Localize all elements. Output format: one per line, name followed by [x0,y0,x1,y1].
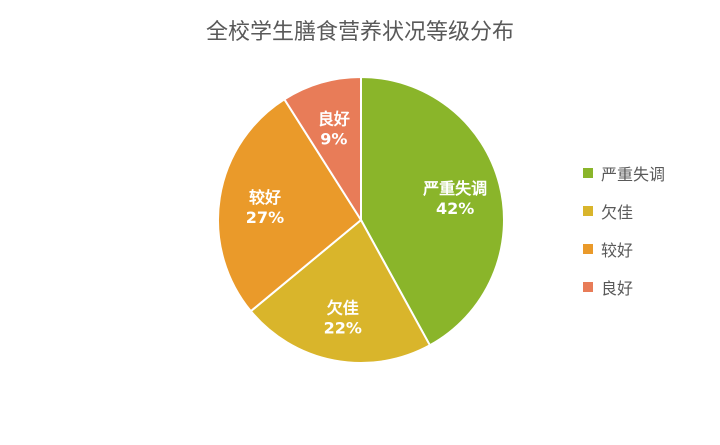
legend-label: 严重失调 [601,165,666,184]
legend-swatch [583,244,593,254]
legend-swatch [583,282,593,292]
legend-item: 良好 [583,268,665,306]
slice-category-label: 较好 [249,188,281,207]
slice-value-label: 9% [320,130,347,149]
legend-swatch [583,206,593,216]
legend-label: 良好 [601,279,634,298]
legend-item: 较好 [583,230,665,268]
pie-slice-2 [249,218,432,364]
slice-value-label: 22% [324,319,362,338]
legend-item: 严重失调 [583,154,665,192]
legend-item: 欠佳 [583,192,665,230]
slice-category-label: 欠佳 [327,299,359,318]
legend-swatch [583,168,593,178]
chart-title: 全校学生膳食营养状况等级分布 [205,20,514,45]
legend: 严重失调 欠佳 较好 良好 [583,154,665,306]
pie-slice-1 [360,75,505,347]
pie-slice-3 [217,97,363,313]
pie-slice-4 [282,75,362,224]
slice-value-label: 27% [246,208,284,227]
pie-slices [217,75,505,364]
slice-category-label: 严重失调 [422,179,487,198]
slice-value-label: 42% [436,199,474,218]
slice-category-label: 良好 [318,110,350,129]
legend-label: 较好 [601,241,634,260]
legend-label: 欠佳 [601,203,634,222]
